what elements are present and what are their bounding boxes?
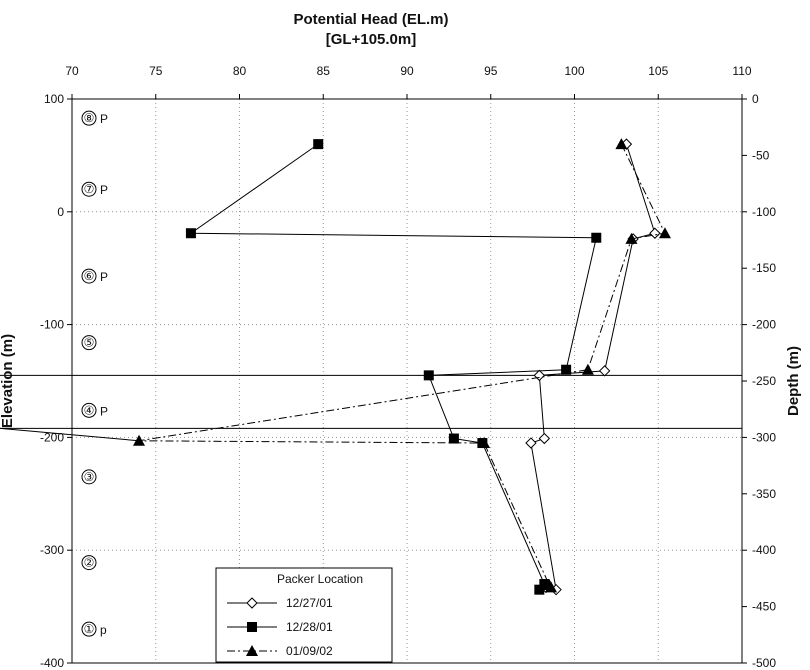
zone-suffix: P [100, 112, 108, 126]
data-point [534, 584, 545, 595]
data-point [448, 433, 459, 444]
zone-number: ④ [84, 403, 95, 417]
data-point [423, 370, 434, 381]
data-point [625, 232, 638, 244]
data-point [185, 228, 196, 239]
series-square [185, 139, 602, 595]
y2-ticks: 0 -50 -100 -150 -200 -250 -300 -350 -400 -450 -500 [742, 92, 776, 670]
legend-label: 01/09/02 [286, 644, 333, 658]
x-tick-label: 70 [65, 64, 79, 78]
legend: Packer Location 12/27/01 12/28/01 01/09/02 [215, 567, 393, 663]
zone-suffix: P [100, 404, 108, 418]
y2-tick-label: -250 [752, 374, 776, 388]
y-tick-label: -400 [40, 656, 64, 670]
grid [72, 99, 742, 663]
series-line [530, 143, 656, 591]
zone-number: ⑤ [84, 336, 95, 350]
legend-box [215, 567, 393, 663]
zone-number-circle [81, 335, 97, 351]
x-tick-label: 85 [317, 64, 331, 78]
y2-tick-label: -400 [752, 543, 776, 557]
x-tick-label: 100 [564, 64, 584, 78]
series-lead-in [0, 427, 140, 442]
data-point [539, 579, 550, 590]
series-line [189, 143, 597, 591]
zone-number-circle [81, 621, 97, 637]
y2-tick-label: 0 [752, 92, 759, 106]
zone-number-circle [81, 555, 97, 571]
y-axis-label: Elevation (m) [0, 334, 16, 428]
data-point [615, 138, 628, 150]
y2-axis-label: Depth (m) [785, 346, 802, 416]
zone-number-circle [81, 181, 97, 197]
legend-marker [246, 597, 258, 609]
zone-number: ⑥ [84, 269, 95, 283]
zone-suffix: P [100, 270, 108, 284]
legend-label: 12/28/01 [286, 620, 333, 634]
zone-number-circle [81, 110, 97, 126]
y-tick-label: -300 [40, 543, 64, 557]
y2-tick-label: -150 [752, 261, 776, 275]
data-point [538, 432, 551, 445]
data-point [561, 364, 572, 375]
zone-suffix: p [100, 623, 107, 637]
legend-label: 12/27/01 [286, 596, 333, 610]
zone-number: ① [84, 622, 95, 636]
zone-number: ③ [84, 470, 95, 484]
x-ticks: 70 75 80 85 90 95 100 105 110 [65, 64, 752, 99]
x-tick-label: 80 [233, 64, 247, 78]
chart-subtitle: [GL+105.0m] [326, 31, 416, 48]
zone-number-circle [81, 469, 97, 485]
y2-tick-label: -450 [752, 600, 776, 614]
series-triangle [133, 138, 671, 593]
packer-lines [0, 374, 742, 429]
data-point [658, 227, 671, 239]
y2-tick-label: -50 [752, 148, 770, 162]
data-point [581, 363, 594, 375]
data-point [591, 232, 602, 243]
y-tick-label: 0 [57, 205, 64, 219]
zone-number: ⑧ [84, 111, 95, 125]
legend-items: 12/27/01 12/28/01 01/09/02 [227, 596, 333, 658]
data-point [649, 227, 661, 239]
y-tick-label: 100 [44, 92, 64, 106]
y2-tick-label: -350 [752, 487, 776, 501]
data-point [525, 437, 537, 449]
legend-marker [246, 645, 258, 656]
x-tick-label: 95 [484, 64, 498, 78]
series-diamond [525, 138, 661, 596]
data-point [478, 437, 491, 449]
zone-suffix: P [100, 183, 108, 197]
y2-tick-label: -100 [752, 205, 776, 219]
data-point [533, 369, 546, 382]
y-tick-label: -100 [40, 318, 64, 332]
legend-marker [247, 622, 257, 632]
x-tick-label: 105 [648, 64, 668, 78]
data-point [313, 139, 324, 150]
series-line [138, 143, 666, 588]
series [0, 138, 671, 596]
x-tick-label: 90 [400, 64, 414, 78]
zone-number: ② [84, 556, 95, 570]
zone-number-circle [81, 268, 97, 284]
data-point [545, 581, 558, 593]
legend-title: Packer Location [277, 572, 363, 586]
data-point [598, 365, 611, 377]
x-tick-label: 110 [732, 64, 751, 78]
y2-tick-label: -500 [752, 656, 776, 670]
zone-number-circle [81, 402, 97, 418]
chart-title: Potential Head (EL.m) [293, 11, 448, 28]
zone-number: ⑦ [84, 182, 95, 196]
y2-tick-label: -200 [752, 318, 776, 332]
x-tick-label: 75 [149, 64, 163, 78]
y2-tick-label: -300 [752, 430, 776, 444]
